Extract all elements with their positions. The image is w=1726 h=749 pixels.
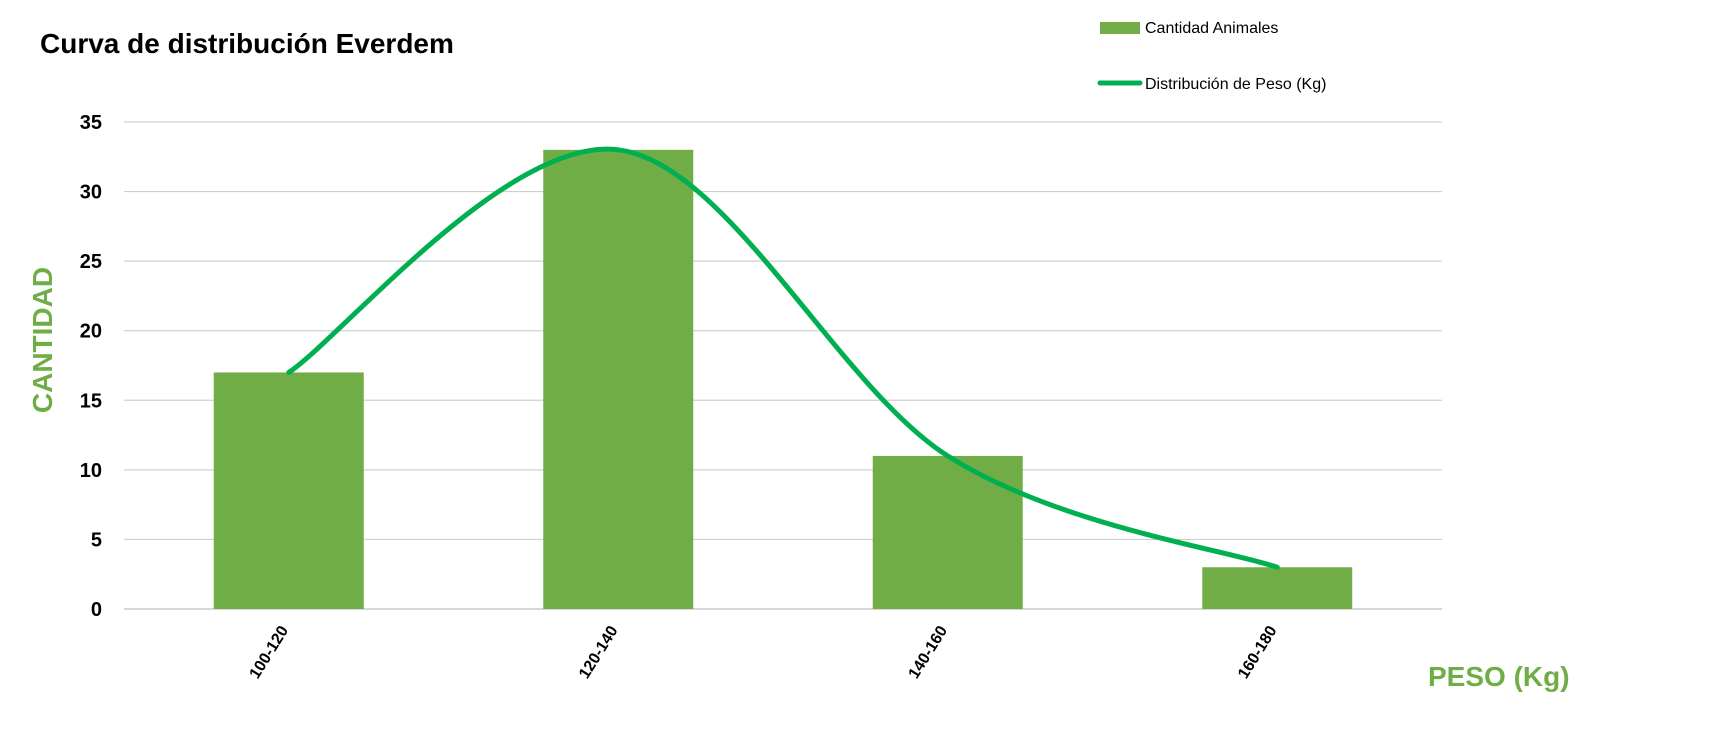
x-axis-ticks: 100-120 120-140 140-160 160-180 [247,623,1281,682]
bar-140-160 [872,455,1023,609]
bar-160-180 [1202,567,1353,609]
legend-bar-label: Cantidad Animales [1145,20,1278,37]
chart-title: Curva de distribución Everdem [40,28,454,59]
line-series [286,146,1280,570]
bar-series [213,149,1353,610]
legend-line-label: Distribución de Peso (Kg) [1145,76,1326,93]
y-tick-label: 25 [80,251,102,273]
y-tick-label: 30 [80,182,102,204]
y-tick-label: 20 [80,321,102,343]
y-axis-title: CANTIDAD [27,267,58,413]
x-tick-label: 100-120 [247,623,293,682]
x-axis-title: PESO (Kg) [1428,661,1570,692]
x-tick-label: 120-140 [576,623,622,682]
y-tick-label: 15 [80,390,102,412]
distribution-line [286,146,1280,570]
x-tick-label: 160-180 [1235,623,1281,682]
legend: Cantidad Animales Distribución de Peso (… [1097,20,1326,93]
bar-100-120 [213,372,364,609]
x-tick-label: 140-160 [906,623,952,682]
y-tick-label: 0 [91,599,102,621]
y-tick-label: 35 [80,112,102,134]
bar-120-140 [543,149,694,610]
y-tick-label: 10 [80,460,102,482]
y-axis-ticks: 0 5 10 15 20 25 30 35 [80,112,102,621]
legend-bar-swatch [1100,22,1140,34]
y-tick-label: 5 [91,529,102,551]
